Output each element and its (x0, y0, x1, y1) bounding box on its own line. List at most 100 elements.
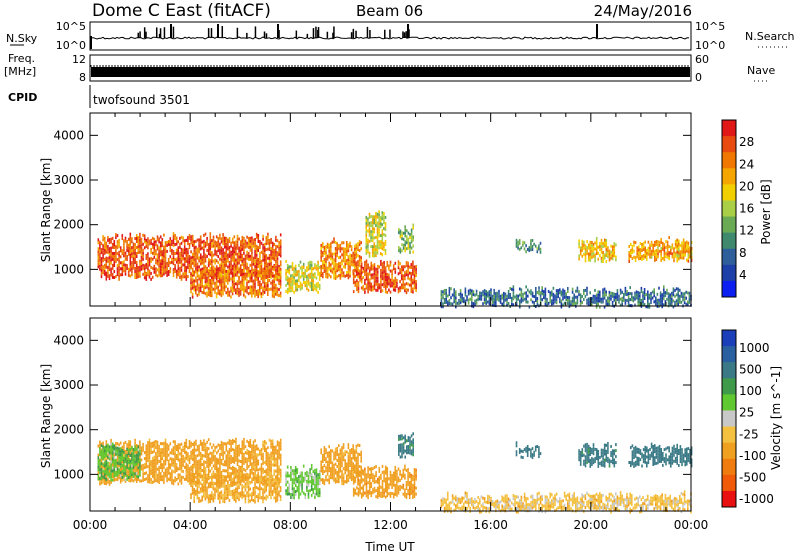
echo-cell (207, 278, 210, 282)
echo-cell (605, 251, 608, 254)
echo-cell (368, 251, 371, 255)
echo-cell (108, 247, 111, 251)
echo-cell (214, 249, 216, 253)
echo-cell (171, 457, 173, 461)
echo-cell (676, 256, 678, 260)
echo-cell (375, 245, 377, 248)
echo-cell (199, 454, 202, 458)
echo-cell (296, 288, 299, 292)
echo-cell (166, 467, 168, 471)
echo-cell (659, 294, 662, 298)
echo-cell (238, 267, 240, 271)
echo-cell (156, 238, 159, 242)
echo-cell (113, 264, 116, 267)
echo-cell (161, 478, 164, 482)
echo-cell (592, 242, 595, 246)
echo-cell (265, 471, 268, 475)
echo-cell (402, 243, 405, 247)
echo-cell (215, 235, 218, 239)
echo-cell (367, 266, 369, 270)
echo-cell (388, 279, 390, 283)
echo-cell (255, 447, 258, 451)
echo-cell (190, 474, 192, 478)
echo-cell (365, 271, 368, 275)
echo-cell (302, 280, 305, 284)
echo-cell (243, 266, 245, 270)
echo-cell (333, 237, 335, 241)
echo-cell (252, 467, 255, 471)
echo-cell (467, 298, 470, 302)
echo-cell (107, 268, 109, 272)
echo-cell (140, 458, 143, 462)
echo-cell (140, 452, 143, 456)
echo-cell (153, 455, 156, 459)
echo-cell (97, 250, 100, 254)
echo-cell (373, 278, 376, 282)
echo-cell (666, 288, 668, 292)
echo-cell (158, 237, 160, 241)
echo-cell (257, 280, 259, 284)
echo-cell (233, 256, 236, 260)
echo-cell (259, 243, 261, 246)
echo-cell (655, 299, 657, 303)
echo-cell (399, 286, 401, 290)
echo-cell (370, 282, 373, 286)
echo-cell (251, 270, 253, 274)
echo-cell (682, 253, 685, 257)
echo-cell (275, 265, 277, 269)
echo-cell (207, 462, 210, 466)
echo-cell (227, 456, 229, 460)
echo-cell (209, 463, 212, 467)
echo-cell (182, 275, 184, 279)
echo-cell (201, 281, 203, 285)
echo-cell (143, 240, 146, 244)
echo-cell (354, 244, 356, 248)
echo-cell (171, 251, 173, 255)
echo-cell (203, 266, 205, 270)
echo-cell (386, 281, 389, 285)
echo-cell (209, 253, 212, 257)
y-tick-label: 2000 (53, 218, 84, 232)
echo-cell (354, 274, 357, 278)
echo-cell (249, 279, 251, 283)
freq-tick-top: 12 (72, 53, 86, 66)
echo-cell (204, 466, 207, 470)
echo-cell (341, 268, 343, 272)
echo-cell (322, 254, 324, 258)
echo-cell (185, 474, 188, 478)
echo-cell (179, 473, 181, 477)
echo-cell (536, 247, 539, 251)
echo-cell (409, 233, 411, 236)
echo-cell (121, 264, 124, 268)
echo-cell (639, 303, 641, 307)
echo-cell (381, 223, 384, 227)
echo-cell (249, 242, 252, 246)
echo-cell (571, 290, 574, 294)
echo-cell (394, 261, 397, 265)
echo-cell (150, 256, 152, 260)
echo-cell (169, 463, 172, 467)
echo-cell (148, 441, 151, 445)
echo-cell (249, 451, 252, 454)
echo-cell (193, 279, 195, 283)
echo-cell (487, 291, 489, 295)
echo-cell (587, 246, 590, 250)
echo-cell (207, 438, 210, 442)
echo-cell (155, 243, 157, 247)
echo-cell (688, 294, 691, 298)
echo-cell (241, 269, 243, 273)
echo-cell (107, 256, 109, 260)
echo-cell (159, 262, 162, 266)
echo-cell (113, 478, 116, 482)
echo-cell (195, 285, 197, 289)
echo-cell (97, 453, 100, 457)
echo-cell (675, 293, 678, 297)
echo-cell (276, 266, 279, 270)
echo-cell (315, 288, 318, 292)
echo-cell (230, 244, 232, 248)
echo-cell (322, 272, 324, 276)
echo-cell (131, 261, 133, 265)
echo-cell (209, 442, 212, 446)
echo-cell (546, 300, 548, 304)
echo-cell (479, 297, 481, 301)
